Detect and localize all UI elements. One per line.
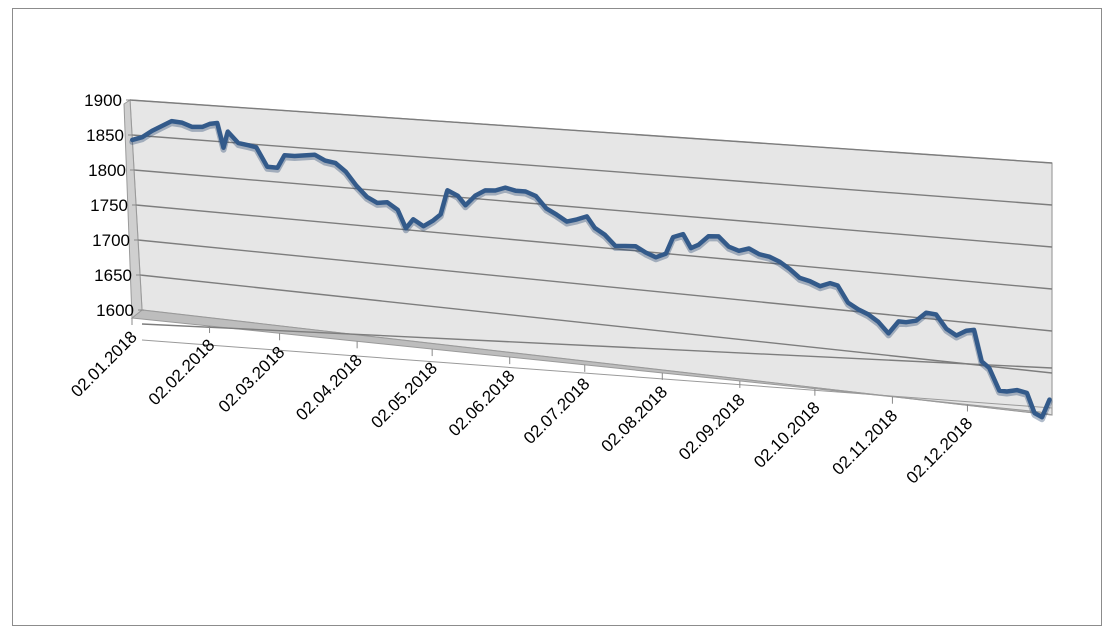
x-tick-label: 02.07.2018 — [520, 374, 594, 448]
x-tick-label: 02.10.2018 — [750, 398, 824, 472]
x-tick-label: 02.03.2018 — [215, 343, 289, 417]
x-tick-label: 02.11.2018 — [829, 406, 902, 479]
series-line — [130, 118, 1052, 420]
chart-walls — [123, 99, 1053, 416]
y-tick-label: 1900 — [84, 91, 122, 110]
x-tick-label: 02.02.2018 — [145, 335, 219, 409]
gridline — [139, 274, 1053, 374]
gridline-lower — [141, 323, 1053, 369]
x-tick-label: 02.08.2018 — [598, 382, 672, 456]
gridline — [129, 99, 1053, 164]
x-tick-label: 02.09.2018 — [675, 390, 749, 464]
x-tick-label: 02.06.2018 — [445, 366, 519, 440]
gridline-lower — [141, 339, 1053, 409]
y-tick-label: 1750 — [90, 196, 128, 215]
x-tick-label: 02.12.2018 — [903, 414, 977, 488]
x-tick-label: 02.01.2018 — [67, 327, 141, 401]
y-tick-label: 1700 — [92, 231, 130, 250]
x-tick-label: 02.05.2018 — [367, 358, 441, 432]
series-layer — [129, 118, 1053, 423]
y-axis-ticks: 1900 1850 1800 1750 1700 1650 1600 — [84, 91, 144, 320]
gridlines — [129, 99, 1053, 409]
gridline — [133, 169, 1053, 248]
gridline — [131, 134, 1053, 206]
gridline — [137, 239, 1053, 332]
y-tick-label: 1800 — [88, 161, 126, 180]
y-tick-label: 1850 — [86, 126, 124, 145]
y-tick-label: 1600 — [96, 301, 134, 320]
gridline — [135, 204, 1053, 290]
x-tick-label: 02.04.2018 — [292, 351, 366, 425]
y-tick-label: 1650 — [94, 266, 132, 285]
